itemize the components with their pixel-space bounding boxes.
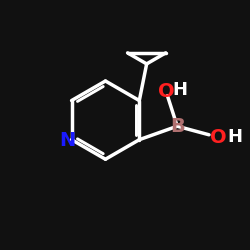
Text: H: H [227,128,242,146]
Text: B: B [170,117,184,136]
Text: N: N [59,132,75,150]
Text: O: O [158,82,174,101]
Text: H: H [173,81,188,99]
Text: O: O [210,128,226,147]
